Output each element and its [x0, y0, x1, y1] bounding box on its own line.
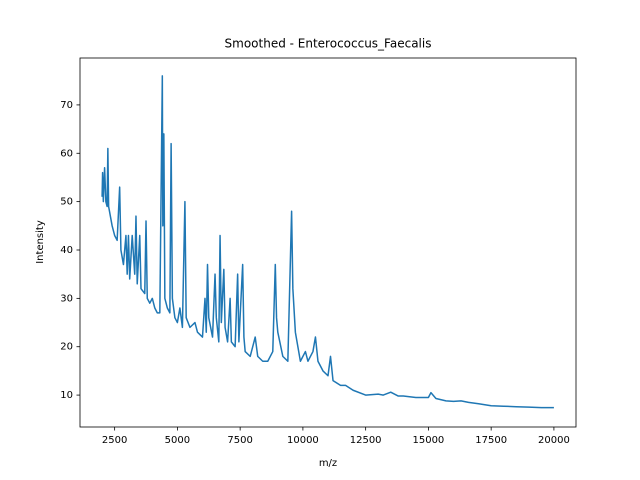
chart-title: Smoothed - Enterococcus_Faecalis [225, 37, 432, 51]
y-tick-label: 60 [60, 148, 73, 159]
x-tick-label: 7500 [227, 435, 252, 446]
x-tick-label: 2500 [102, 435, 127, 446]
x-tick-label: 17500 [475, 435, 507, 446]
x-tick-label: 10000 [287, 435, 319, 446]
x-tick-label: 12500 [350, 435, 382, 446]
y-tick-label: 70 [60, 100, 73, 111]
data-line [101, 75, 554, 409]
y-tick-label: 50 [60, 197, 73, 208]
x-tick-label: 15000 [412, 435, 444, 446]
y-tick-label: 40 [60, 245, 73, 256]
y-tick-label: 30 [60, 293, 73, 304]
plot-frame [79, 57, 577, 428]
x-tick-label: 5000 [165, 435, 190, 446]
y-tick-label: 10 [60, 390, 73, 401]
y-tick-label: 20 [60, 342, 73, 353]
y-axis-label: Intensity [35, 220, 46, 264]
x-axis-label: m/z [319, 458, 337, 469]
x-tick-label: 20000 [538, 435, 570, 446]
